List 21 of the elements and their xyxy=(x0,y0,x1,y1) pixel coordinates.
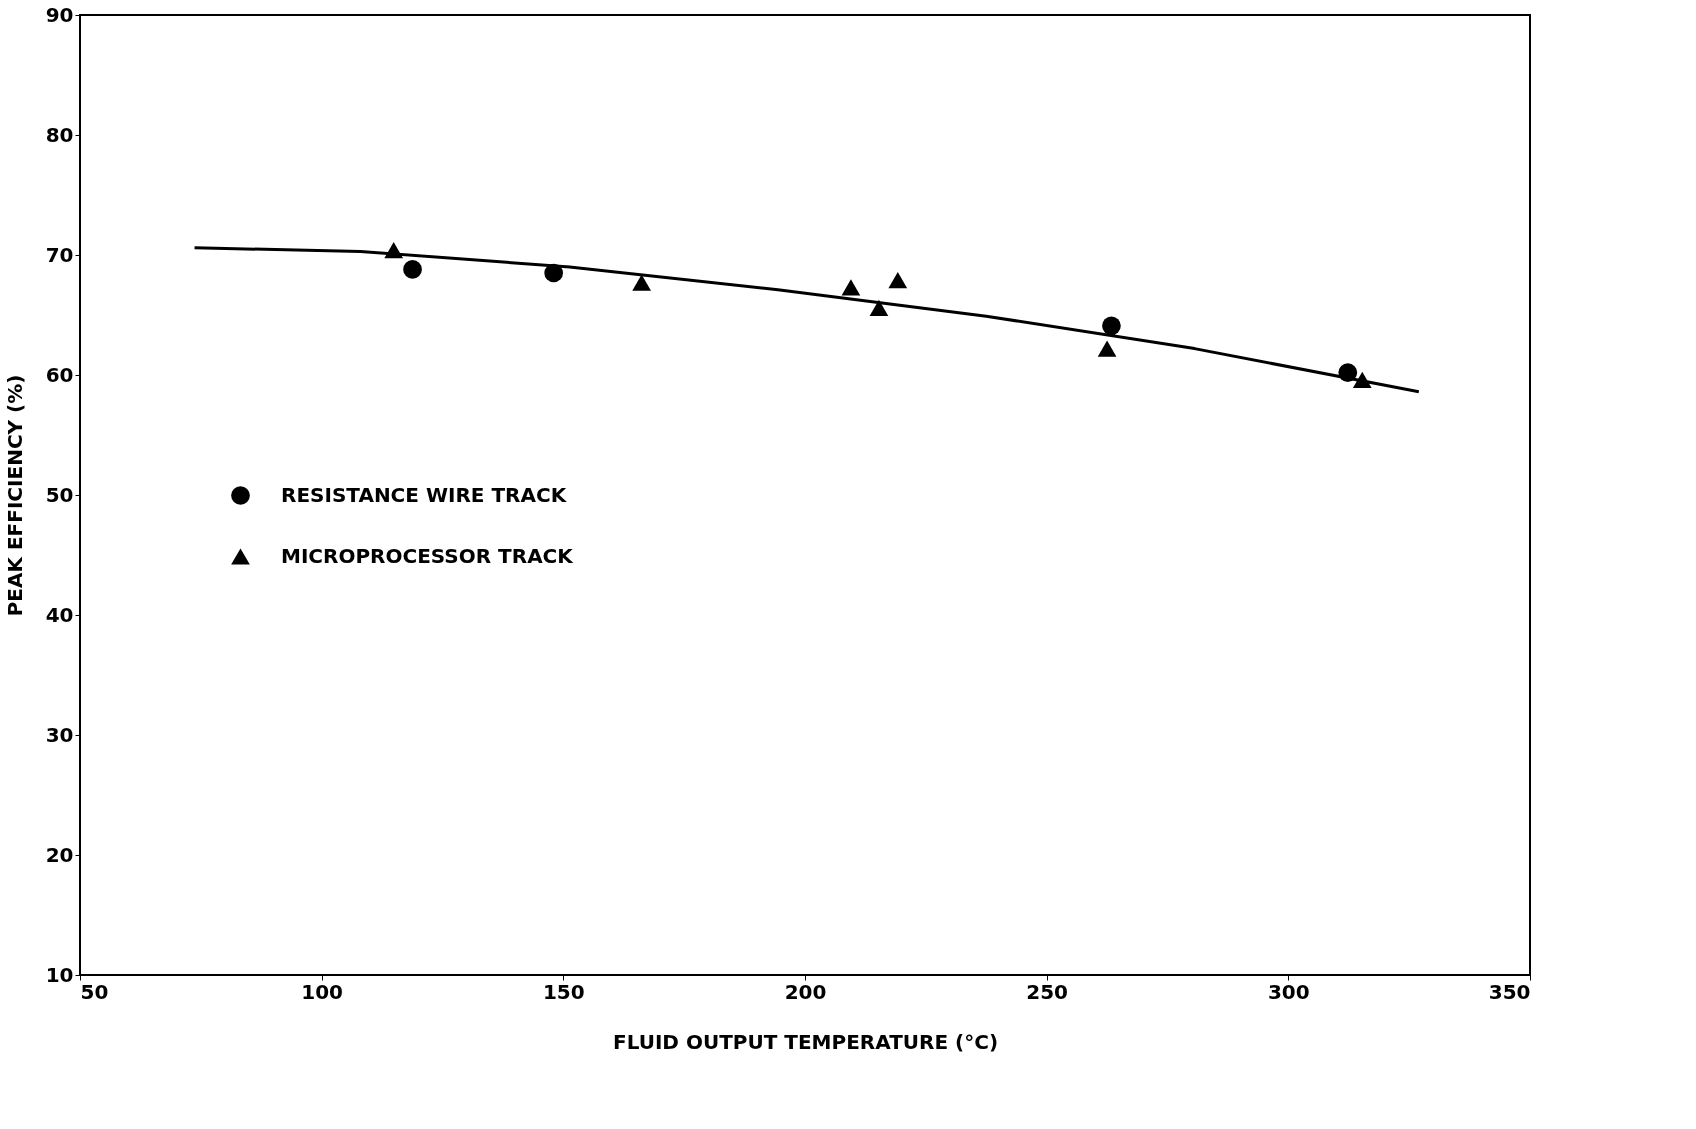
x-tick-label: 300 xyxy=(1267,979,1310,1004)
y-tick-label: 70 xyxy=(45,242,74,267)
x-tick-label: 50 xyxy=(80,979,109,1004)
legend-label: RESISTANCE WIRE TRACK xyxy=(281,482,568,507)
line-series xyxy=(193,246,1421,394)
y-axis-title: PEAK EFFICIENCY (%) xyxy=(2,374,27,617)
y-tick-label: 10 xyxy=(45,962,74,987)
y-tick-label: 30 xyxy=(45,722,74,747)
x-tick-label: 150 xyxy=(542,979,585,1004)
x-tick-label: 100 xyxy=(301,979,344,1004)
y-tick-label: 80 xyxy=(45,122,74,147)
y-tick-label: 20 xyxy=(45,842,74,867)
y-tick-label: 40 xyxy=(45,602,74,627)
x-tick-label: 200 xyxy=(784,979,827,1004)
legend-label: MICROPROCESSOR TRACK xyxy=(281,543,575,568)
x-tick-label: 250 xyxy=(1026,979,1069,1004)
x-axis-title: FLUID OUTPUT TEMPERATURE (°C) xyxy=(612,1029,999,1054)
y-tick-label: 50 xyxy=(45,482,74,507)
x-tick-label: 350 xyxy=(1488,979,1531,1004)
y-tick-label: 90 xyxy=(45,2,74,27)
y-tick-label: 60 xyxy=(45,362,74,387)
